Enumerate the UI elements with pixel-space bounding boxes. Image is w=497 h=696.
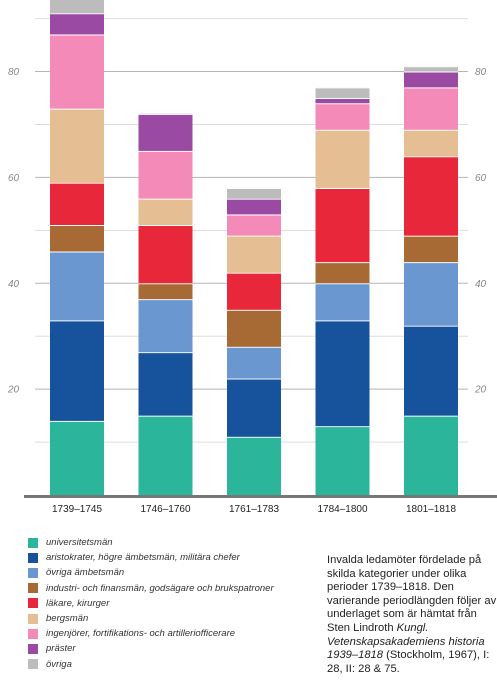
legend-item: övriga ämbetsmän [28, 565, 318, 580]
bar-segment [315, 187, 370, 263]
legend-item: industri- och finansmän, godsägare och b… [28, 581, 318, 596]
bar-segment [315, 320, 370, 427]
legend-item: aristokrater, högre ämbetsmän, militära … [28, 550, 318, 565]
category-label: 1784–1800 [317, 504, 367, 515]
bar-segment [50, 34, 104, 109]
bar-segment [138, 415, 193, 495]
bar-segment [227, 187, 281, 199]
y-tick-label-right: 60 [475, 173, 487, 184]
bar-segment [138, 299, 193, 353]
bar-segment [227, 272, 281, 310]
legend-label: övriga [46, 658, 72, 670]
bar-segment [227, 378, 281, 437]
legend-swatch [28, 613, 38, 624]
legend-item: övriga [28, 657, 318, 672]
bar-segment [404, 156, 458, 236]
legend-label: industri- och finansmän, godsägare och b… [46, 582, 274, 594]
caption-book-title: Kungl. Vetenskapsakademiens historia 193… [327, 621, 485, 662]
y-tick-label-left: 60 [8, 173, 20, 184]
legend-label: övriga ämbetsmän [46, 567, 125, 579]
legend-label: läkare, kirurger [46, 597, 110, 609]
legend-item: universitetsmän [28, 535, 318, 550]
bar-segment [315, 426, 370, 495]
category-label: 1746–1760 [140, 504, 190, 515]
bar-segment [315, 97, 370, 104]
bar-segment [404, 235, 458, 263]
bars [50, 0, 458, 495]
bar-segment [227, 346, 281, 379]
y-tick-label-right: 40 [475, 279, 487, 290]
category-label: 1739–1745 [52, 504, 102, 515]
legend-label: universitetsmän [46, 537, 113, 549]
bar-segment [315, 283, 370, 321]
bar-segment [315, 103, 370, 130]
bar-segment [315, 87, 370, 98]
legend-swatch [28, 598, 38, 609]
figure-caption: Invalda ledamöter fördelade på skilda ka… [327, 554, 497, 676]
bar-segment [50, 13, 104, 35]
bar-segment [50, 420, 104, 495]
bar-segment [50, 108, 104, 183]
legend-swatch [28, 552, 38, 563]
bar-segment [227, 198, 281, 215]
caption-text-2: (Stockholm, 1967), I: 28, II: 28 & 75. [327, 649, 490, 675]
bar-segment [404, 415, 458, 495]
y-tick-label-left: 80 [8, 67, 20, 78]
bar-segment [404, 66, 458, 72]
legend-label: aristokrater, högre ämbetsmän, militära … [46, 552, 240, 564]
category-labels: 1739–1745 1746–1760 1761–1783 1784–1800 1801… [52, 504, 456, 515]
bar-segment [138, 352, 193, 416]
legend-label: präster [46, 643, 76, 655]
bar-segment [404, 262, 458, 326]
caption-text-1: Invalda ledamöter fördelade på skilda ka… [327, 554, 497, 634]
bar-segment [227, 235, 281, 273]
bar-segment [227, 214, 281, 236]
bar-segment [227, 436, 281, 495]
y-tick-labels: 20 20 40 40 60 60 80 80 [7, 67, 487, 396]
bar-segment [404, 325, 458, 416]
y-tick-label-left: 20 [7, 385, 20, 396]
legend-swatch [28, 567, 38, 578]
bar-segment [404, 129, 458, 157]
stacked-bar-chart: 20 20 40 40 60 60 80 80 1739–1745 1746–1760 1761–… [7, 0, 497, 515]
y-tick-label-right: 80 [475, 67, 487, 78]
legend-swatch [28, 628, 38, 639]
legend-item: läkare, kirurger [28, 596, 318, 611]
legend-label: ingenjörer, fortifikations- och artiller… [46, 628, 236, 640]
bar-segment [50, 320, 104, 421]
bar-segment [315, 262, 370, 284]
bar-segment [50, 251, 104, 321]
category-label: 1761–1783 [229, 504, 279, 515]
category-label: 1801–1818 [406, 504, 456, 515]
legend-item: bergsmän [28, 611, 318, 626]
bar-segment [50, 182, 104, 226]
legend-swatch [28, 583, 38, 594]
y-tick-label-left: 40 [8, 279, 20, 290]
bar-segment [50, 225, 104, 252]
bar-segment [138, 150, 193, 199]
bar-segment [404, 71, 458, 88]
bar-segment [138, 198, 193, 226]
legend: universitetsmän aristokrater, högre ämbet… [28, 535, 318, 672]
legend-swatch [28, 659, 38, 670]
bar-segment [404, 87, 458, 130]
bar-segment [138, 283, 193, 300]
legend-item: ingenjörer, fortifikations- och artiller… [28, 626, 318, 641]
bar-segment [227, 309, 281, 347]
legend-item: präster [28, 641, 318, 656]
bar-segment [138, 113, 193, 151]
legend-swatch [28, 643, 38, 654]
bar-segment [50, 0, 104, 14]
y-tick-label-right: 20 [474, 385, 487, 396]
bar-segment [315, 129, 370, 188]
bar-segment [138, 225, 193, 284]
legend-swatch [28, 537, 38, 548]
legend-label: bergsmän [46, 613, 89, 625]
